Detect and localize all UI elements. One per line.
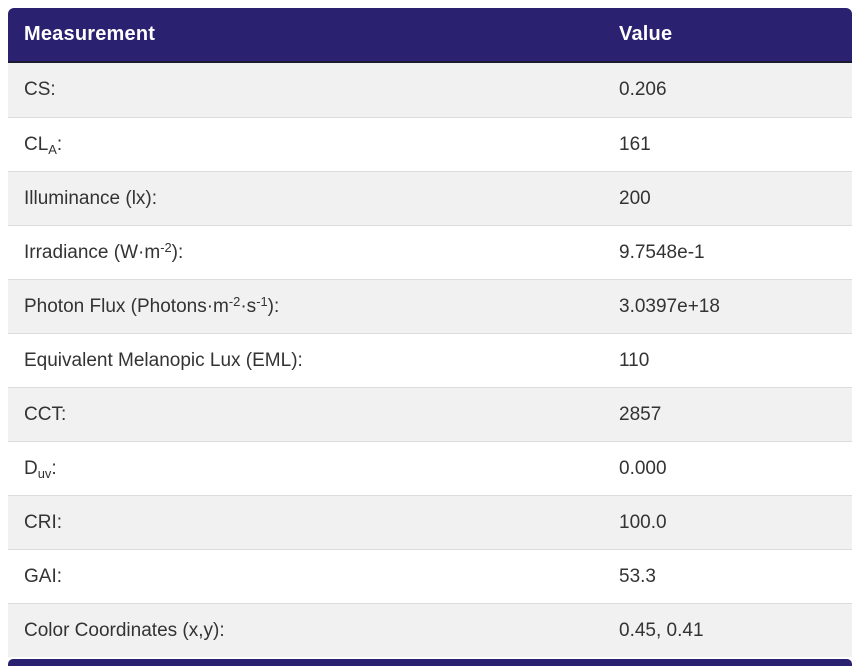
measurement-label: CS: (8, 63, 604, 117)
measurement-label: CRI: (8, 495, 604, 549)
measurement-label: CCT: (8, 387, 604, 441)
measurement-value: 100.0 (603, 495, 852, 549)
measurement-value: 53.3 (603, 549, 852, 603)
measurement-value: 0.000 (603, 441, 852, 495)
column-header-value: Value (603, 8, 852, 63)
measurement-value: 0.206 (603, 63, 852, 117)
table-row: Photon Flux (Photons·m-2·s-1): 3.0397e+1… (8, 279, 852, 333)
measurement-results-table: Measurement Value CS: 0.206 CLA: 161 Ill… (8, 8, 852, 657)
table-row: CLA: 161 (8, 117, 852, 171)
measurement-label: Illuminance (lx): (8, 171, 604, 225)
measurement-value: 200 (603, 171, 852, 225)
table-row: CRI: 100.0 (8, 495, 852, 549)
measurement-label: Photon Flux (Photons·m-2·s-1): (8, 279, 604, 333)
measurement-value: 3.0397e+18 (603, 279, 852, 333)
measurement-label: CLA: (8, 117, 604, 171)
table-row: CCT: 2857 (8, 387, 852, 441)
table-row: Duv: 0.000 (8, 441, 852, 495)
measurement-label: Color Coordinates (x,y): (8, 603, 604, 657)
table-row: Color Coordinates (x,y): 0.45, 0.41 (8, 603, 852, 657)
table-row: CS: 0.206 (8, 63, 852, 117)
measurement-label: Duv: (8, 441, 604, 495)
table-header: Measurement Value (8, 8, 852, 63)
measurement-value: 2857 (603, 387, 852, 441)
table-header-row: Measurement Value (8, 8, 852, 63)
table-row: GAI: 53.3 (8, 549, 852, 603)
measurement-value: 0.45, 0.41 (603, 603, 852, 657)
measurement-value: 110 (603, 333, 852, 387)
column-header-measurement: Measurement (8, 8, 604, 63)
next-table-header-partial (8, 659, 852, 666)
table-row: Illuminance (lx): 200 (8, 171, 852, 225)
table-body: CS: 0.206 CLA: 161 Illuminance (lx): 200… (8, 63, 852, 657)
measurement-value: 161 (603, 117, 852, 171)
table-row: Equivalent Melanopic Lux (EML): 110 (8, 333, 852, 387)
measurement-label: Irradiance (W·m-2): (8, 225, 604, 279)
measurement-label: Equivalent Melanopic Lux (EML): (8, 333, 604, 387)
table-row: Irradiance (W·m-2): 9.7548e-1 (8, 225, 852, 279)
measurement-label: GAI: (8, 549, 604, 603)
measurement-value: 9.7548e-1 (603, 225, 852, 279)
